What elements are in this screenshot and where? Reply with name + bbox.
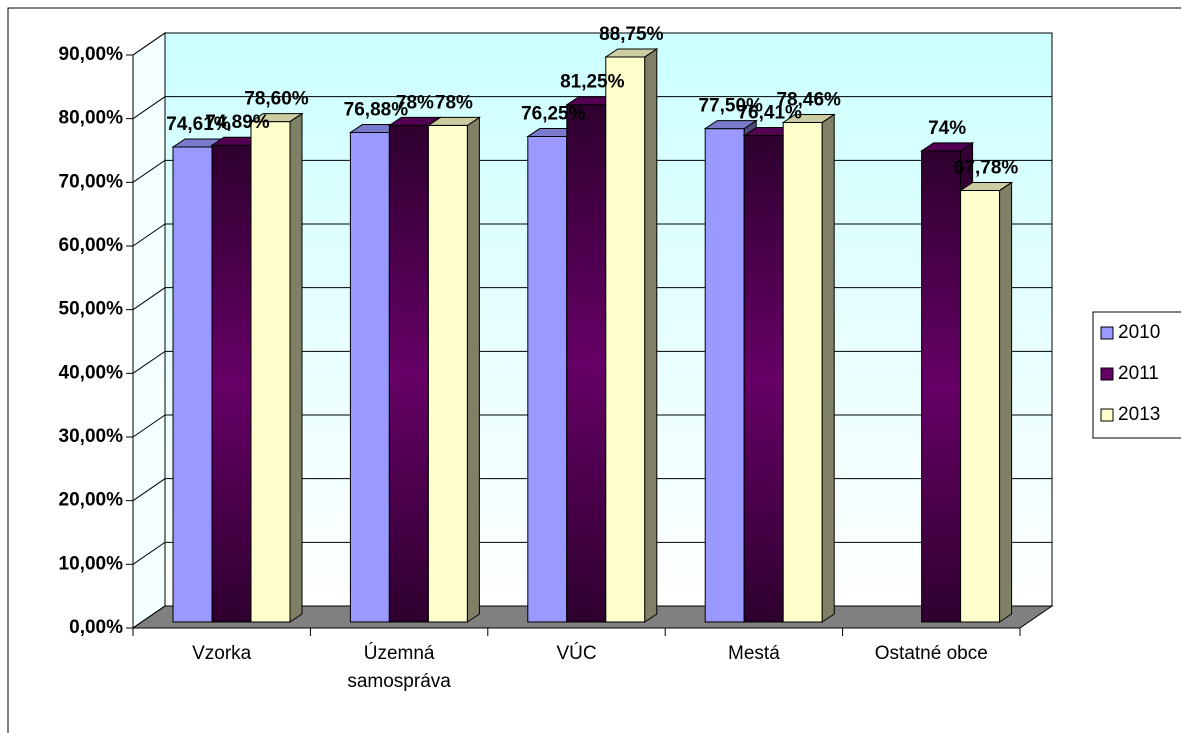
bar-side (821, 113, 835, 623)
value-label: 74,89% (205, 112, 270, 133)
value-label: 78,46% (776, 89, 841, 110)
bar (781, 113, 836, 623)
value-label: 74,61% (166, 114, 231, 135)
y-tick-label: 40,00% (59, 362, 124, 383)
bar-front (566, 104, 607, 623)
y-tick-label: 30,00% (59, 426, 124, 447)
legend-label: 2013 (1118, 404, 1160, 425)
bar-top (958, 181, 1014, 191)
value-label: 76,41% (737, 103, 802, 124)
value-label: 81,25% (560, 72, 625, 93)
value-label: 77,50% (698, 96, 763, 117)
bar-front (349, 132, 390, 623)
y-tick-label: 0,00% (69, 617, 123, 638)
bar-front (211, 144, 252, 623)
bar-front (172, 146, 213, 623)
bar-top (249, 113, 304, 123)
bar-front (250, 121, 291, 623)
bar (958, 181, 1014, 623)
bar-front (527, 136, 568, 623)
bar-front (427, 124, 468, 623)
bar-front (743, 135, 784, 623)
bar-front (388, 124, 429, 623)
grid-line (132, 32, 1052, 56)
bar-side (466, 116, 480, 623)
bar-front (605, 56, 646, 623)
value-label: 67,78% (954, 157, 1019, 178)
bar-front (960, 189, 1001, 623)
bar-top (703, 120, 758, 130)
x-tick-label: Mestá (728, 643, 780, 664)
chart-frame (7, 7, 1181, 733)
bar-front (704, 128, 745, 623)
y-tick-label: 90,00% (59, 44, 124, 65)
y-tick-label: 60,00% (59, 235, 124, 256)
bar (604, 48, 659, 623)
bar-top (426, 116, 482, 126)
bar-front (782, 121, 823, 623)
value-label: 74% (928, 118, 966, 139)
bar-top (781, 113, 836, 123)
value-label: 88,75% (599, 24, 664, 45)
grid-line (132, 96, 1052, 120)
y-tick-label: 50,00% (59, 299, 124, 320)
value-label: 78,60% (244, 89, 309, 110)
bar-side (289, 112, 303, 623)
bar-top (919, 142, 975, 152)
bar (426, 116, 482, 623)
value-label: 76,88% (344, 100, 409, 121)
y-tick-label: 80,00% (59, 108, 124, 129)
x-tick-label: Územná samospráva (347, 643, 451, 692)
bar-side (999, 181, 1013, 623)
legend-swatch (1100, 367, 1114, 381)
x-tick-label: VÚC (556, 643, 597, 664)
y-tick-label: 10,00% (59, 553, 124, 574)
y-tick-label: 20,00% (59, 490, 124, 511)
bar-top (604, 48, 659, 58)
value-label: 78% (435, 92, 473, 113)
bar (249, 112, 304, 623)
value-label: 78% (396, 92, 434, 113)
value-label: 76,25% (521, 104, 586, 125)
legend-swatch (1100, 326, 1114, 340)
x-tick-label: Vzorka (192, 643, 252, 664)
legend-swatch (1100, 408, 1114, 422)
side-wall (132, 32, 166, 629)
y-tick-label: 70,00% (59, 171, 124, 192)
bar-front (921, 150, 962, 623)
legend-label: 2011 (1118, 363, 1159, 384)
legend-label: 2010 (1118, 322, 1160, 343)
x-tick-label: Ostatné obce (874, 643, 988, 664)
bar-side (644, 48, 658, 623)
